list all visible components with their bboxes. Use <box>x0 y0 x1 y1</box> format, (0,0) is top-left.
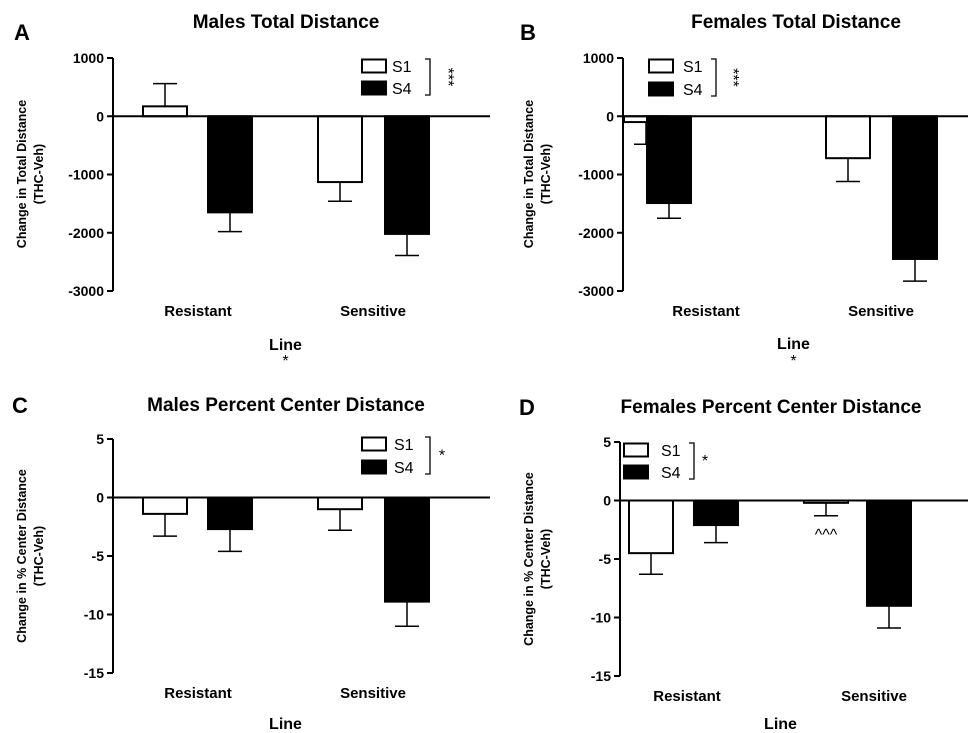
bar-s1-resistant <box>142 496 188 515</box>
chart-title: Males Total Distance <box>193 12 380 33</box>
x-category-label: Sensitive <box>841 688 907 705</box>
bar-s1-sensitive <box>825 115 871 160</box>
chart-panel-b: B Females Total Distance 1000 0 -1000 -2000 -3… <box>520 12 968 370</box>
y-axis-label: (THC-Veh) <box>32 144 46 204</box>
y-tick-label: -5 <box>599 551 612 567</box>
y-tick-label: -15 <box>591 668 611 684</box>
x-axis-label: Line <box>269 716 302 733</box>
x-category-label: Resistant <box>164 303 232 320</box>
y-tick-label: -2000 <box>578 225 614 241</box>
x-category-label: Resistant <box>653 688 721 705</box>
y-tick-label: 0 <box>606 108 614 124</box>
legend-significance: * <box>702 453 708 470</box>
y-axis-label: Change in % Center Distance <box>15 469 29 643</box>
chart-panel-a: A Males Total Distance 1000 0 -1000 -2000 -300… <box>14 12 490 370</box>
y-tick-label: -5 <box>92 548 105 564</box>
bar-s4-sensitive <box>384 496 430 603</box>
legend-swatch-s1 <box>361 58 387 74</box>
legend-label-s4: S4 <box>661 465 681 482</box>
y-tick-label: 0 <box>96 490 104 506</box>
legend-swatch-s4 <box>648 81 674 97</box>
legend-label-s1: S1 <box>392 59 412 76</box>
legend-swatch-s4 <box>361 80 387 96</box>
y-tick-label: -10 <box>591 610 611 626</box>
y-tick-label: 5 <box>96 431 104 447</box>
chart-panel-d: D Females Percent Center Distance 5 0 -5 -10 -… <box>519 395 968 733</box>
y-tick-label: -3000 <box>68 283 104 299</box>
y-tick-label: -3000 <box>578 283 614 299</box>
legend-swatch-s1 <box>648 58 674 74</box>
legend-significance: *** <box>439 68 456 87</box>
y-tick-label: 0 <box>603 493 611 509</box>
x-category-label: Sensitive <box>340 685 406 702</box>
panel-label: D <box>519 395 535 420</box>
legend-significance: * <box>439 448 445 465</box>
chart-panel-c: C Males Percent Center Distance 5 0 -5 -10 -15… <box>12 393 490 733</box>
bar-significance: ^^^ <box>815 527 838 544</box>
y-axis-label: Change in % Center Distance <box>522 472 536 646</box>
y-tick-label: 1000 <box>73 50 104 66</box>
chart-title: Females Percent Center Distance <box>621 397 922 418</box>
bar-s4-resistant <box>646 115 692 205</box>
y-axis-label: (THC-Veh) <box>32 526 46 586</box>
y-tick-label: -1000 <box>578 167 614 183</box>
legend-bracket <box>425 436 431 475</box>
legend-label-s4: S4 <box>394 460 414 477</box>
chart-title: Males Percent Center Distance <box>147 395 425 416</box>
x-axis-label: Line <box>777 336 810 353</box>
legend-label-s1: S1 <box>661 443 681 460</box>
legend-label-s4: S4 <box>392 81 412 98</box>
legend-swatch-s1 <box>623 442 649 458</box>
legend-label-s4: S4 <box>683 82 703 99</box>
legend-swatch-s4 <box>361 459 387 475</box>
bar-s1-sensitive <box>317 115 363 184</box>
x-axis-label: Line <box>269 337 302 354</box>
legend-swatch-s4 <box>623 464 649 480</box>
y-tick-label: 1000 <box>583 50 614 66</box>
bar-s1-sensitive <box>317 496 363 511</box>
x-axis-significance: * <box>790 353 796 370</box>
y-axis-label: (THC-Veh) <box>539 529 553 589</box>
x-category-label: Resistant <box>672 303 740 320</box>
legend-label-s1: S1 <box>394 437 414 454</box>
y-tick-label: 0 <box>96 108 104 124</box>
x-category-label: Sensitive <box>848 303 914 320</box>
bar-s4-resistant <box>693 499 739 527</box>
chart-title: Females Total Distance <box>691 12 901 33</box>
panel-label: A <box>14 20 30 45</box>
panel-label: C <box>12 393 28 418</box>
x-axis-label: Line <box>764 716 797 733</box>
y-axis-label: Change in Total Distance <box>15 100 29 248</box>
y-tick-label: -10 <box>84 607 104 623</box>
legend-bracket <box>425 58 431 96</box>
legend-significance: *** <box>724 68 741 87</box>
y-axis-label: Change in Total Distance <box>522 100 536 248</box>
x-category-label: Sensitive <box>340 303 406 320</box>
y-tick-label: -1000 <box>68 167 104 183</box>
panel-label: B <box>520 20 536 45</box>
bar-s4-resistant <box>207 115 253 214</box>
legend-swatch-s1 <box>361 436 387 452</box>
y-axis-label: (THC-Veh) <box>539 144 553 204</box>
bar-s4-sensitive <box>384 115 430 235</box>
bar-s4-sensitive <box>866 499 912 607</box>
legend-bracket <box>711 58 717 97</box>
bar-s1-resistant <box>628 499 674 555</box>
y-tick-label: 5 <box>603 434 611 450</box>
x-category-label: Resistant <box>164 685 232 702</box>
y-tick-label: -2000 <box>68 225 104 241</box>
legend-bracket <box>689 442 695 480</box>
x-axis-significance: * <box>282 353 288 370</box>
bar-s4-sensitive <box>892 115 938 260</box>
y-tick-label: -15 <box>84 665 104 681</box>
bar-s1-resistant <box>142 105 188 118</box>
bar-s4-resistant <box>207 496 253 531</box>
legend-label-s1: S1 <box>683 59 703 76</box>
